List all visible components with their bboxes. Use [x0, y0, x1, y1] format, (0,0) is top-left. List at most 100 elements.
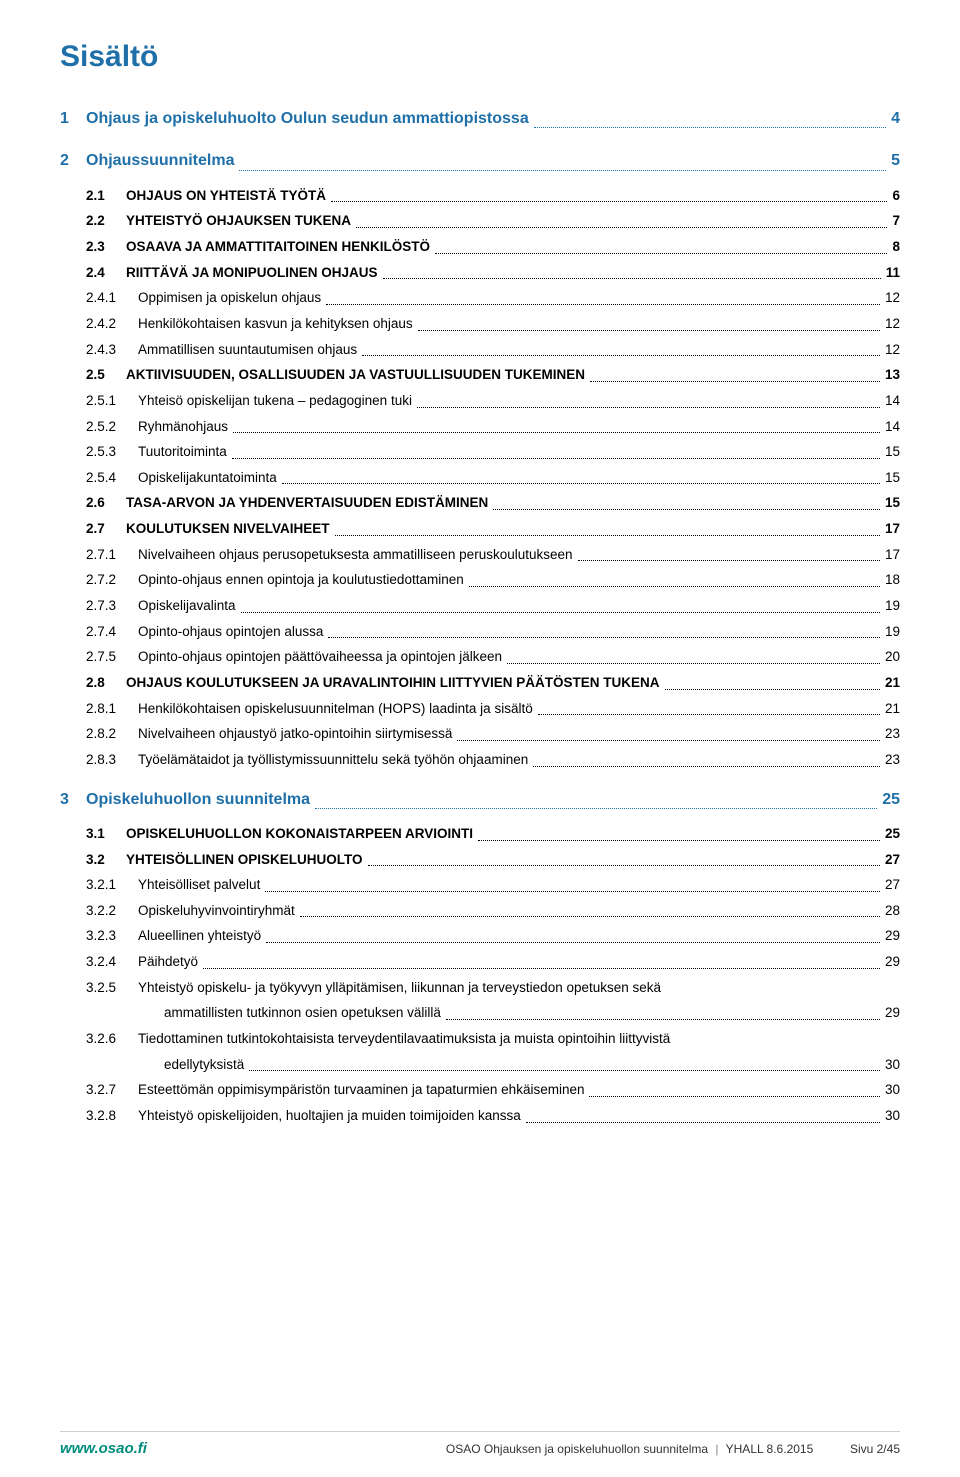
toc-leader	[300, 916, 880, 917]
toc-entry[interactable]: 3.1OPISKELUHUOLLON KOKONAISTARPEEN ARVIO…	[86, 821, 900, 847]
toc-label: 3Opiskeluhuollon suunnitelma	[60, 785, 310, 815]
toc-label: 2.5.1Yhteisö opiskelijan tukena – pedago…	[86, 388, 412, 414]
toc-entry[interactable]: 1Ohjaus ja opiskeluhuolto Oulun seudun a…	[60, 104, 900, 134]
toc-entry[interactable]: 2.4RIITTÄVÄ JA MONIPUOLINEN OHJAUS 11	[86, 260, 900, 286]
toc-page: 11	[886, 260, 900, 286]
toc-leader	[538, 714, 880, 715]
toc-text: YHTEISÖLLINEN OPISKELUHUOLTO	[126, 852, 363, 867]
toc-entry[interactable]: 2.5.3Tuutoritoiminta15	[86, 439, 900, 465]
toc-entry[interactable]: 3.2.8Yhteistyö opiskelijoiden, huoltajie…	[86, 1103, 900, 1129]
toc-text: Tuutoritoiminta	[138, 444, 227, 459]
toc-label: 2.2YHTEISTYÖ OHJAUKSEN TUKENA	[86, 208, 351, 234]
toc-page: 15	[885, 465, 900, 491]
toc-number: 2.5.3	[86, 439, 138, 465]
toc-leader	[239, 170, 886, 171]
toc-text: Yhteistyö opiskelijoiden, huoltajien ja …	[138, 1108, 521, 1123]
toc-label: 2.7.1Nivelvaiheen ohjaus perusopetuksest…	[86, 542, 573, 568]
toc-entry[interactable]: 2.8OHJAUS KOULUTUKSEEN JA URAVALINTOIHIN…	[86, 670, 900, 696]
toc-entry[interactable]: 3.2.3Alueellinen yhteistyö29	[86, 923, 900, 949]
toc-text: KOULUTUKSEN NIVELVAIHEET	[126, 521, 330, 536]
toc-number: 2.7.5	[86, 644, 138, 670]
toc-leader	[315, 808, 877, 809]
toc-number: 3.2.5	[86, 975, 138, 1001]
toc-leader	[383, 278, 881, 279]
toc-label: 3.2YHTEISÖLLINEN OPISKELUHUOLTO	[86, 847, 363, 873]
toc-label: 2.6TASA-ARVON JA YHDENVERTAISUUDEN EDIST…	[86, 490, 488, 516]
toc-entry[interactable]: 2.6TASA-ARVON JA YHDENVERTAISUUDEN EDIST…	[86, 490, 900, 516]
toc-leader	[356, 227, 887, 228]
toc-entry[interactable]: 2.2YHTEISTYÖ OHJAUKSEN TUKENA7	[86, 208, 900, 234]
toc-leader	[534, 127, 886, 128]
toc-entry[interactable]: 2Ohjaussuunnitelma5	[60, 146, 900, 176]
toc-entry[interactable]: 2.8.3Työelämätaidot ja työllistymissuunn…	[86, 747, 900, 773]
toc-entry[interactable]: 2.7.5Opinto-ohjaus opintojen päättövaihe…	[86, 644, 900, 670]
toc-page: 28	[885, 898, 900, 924]
toc-label: 2.4.3Ammatillisen suuntautumisen ohjaus	[86, 337, 357, 363]
toc-entry[interactable]: 3Opiskeluhuollon suunnitelma 25	[60, 785, 900, 815]
toc-label: 2.7KOULUTUKSEN NIVELVAIHEET	[86, 516, 330, 542]
toc-entry[interactable]: 2.5.4Opiskelijakuntatoiminta 15	[86, 465, 900, 491]
toc-page: 19	[885, 593, 900, 619]
toc-entry[interactable]: 3.2.4Päihdetyö29	[86, 949, 900, 975]
toc-page: 21	[885, 696, 900, 722]
toc-entry[interactable]: 3.2.6Tiedottaminen tutkintokohtaisista t…	[86, 1026, 900, 1052]
toc-text: Alueellinen yhteistyö	[138, 928, 261, 943]
toc-text: Opiskelijakuntatoiminta	[138, 470, 277, 485]
toc-label: 2.3OSAAVA JA AMMATTITAITOINEN HENKILÖSTÖ	[86, 234, 430, 260]
toc-page: 29	[885, 949, 900, 975]
toc-entry[interactable]: 3.2.2Opiskeluhyvinvointiryhmät 28	[86, 898, 900, 924]
toc-text: edellytyksistä	[164, 1052, 244, 1078]
toc-number: 2.4	[86, 260, 126, 286]
toc-entry[interactable]: 2.7KOULUTUKSEN NIVELVAIHEET17	[86, 516, 900, 542]
toc-entry-continuation[interactable]: edellytyksistä 30	[86, 1052, 900, 1078]
toc-entry[interactable]: 2.3OSAAVA JA AMMATTITAITOINEN HENKILÖSTÖ…	[86, 234, 900, 260]
toc-entry[interactable]: 2.5.2Ryhmänohjaus14	[86, 414, 900, 440]
toc-number: 2.5.1	[86, 388, 138, 414]
toc-entry[interactable]: 3.2.5Yhteistyö opiskelu- ja työkyvyn yll…	[86, 975, 900, 1001]
toc-entry[interactable]: 2.8.1Henkilökohtaisen opiskelusuunnitelm…	[86, 696, 900, 722]
toc-leader	[665, 689, 880, 690]
toc-text: Nivelvaiheen ohjaus perusopetuksesta amm…	[138, 547, 573, 562]
toc-entry[interactable]: 3.2YHTEISÖLLINEN OPISKELUHUOLTO27	[86, 847, 900, 873]
toc-label: 2.4RIITTÄVÄ JA MONIPUOLINEN OHJAUS	[86, 260, 378, 286]
toc-number: 3.2.4	[86, 949, 138, 975]
toc-leader	[589, 1096, 879, 1097]
toc-entry[interactable]: 2.4.1Oppimisen ja opiskelun ohjaus12	[86, 285, 900, 311]
toc-number: 1	[60, 104, 86, 134]
toc-page: 25	[882, 785, 900, 815]
toc-page: 30	[885, 1052, 900, 1078]
toc-label: 2.5.3Tuutoritoiminta	[86, 439, 227, 465]
toc-entry[interactable]: 2.7.1Nivelvaiheen ohjaus perusopetuksest…	[86, 542, 900, 568]
toc-label: 2.5.2Ryhmänohjaus	[86, 414, 228, 440]
toc-label: 3.2.2Opiskeluhyvinvointiryhmät	[86, 898, 295, 924]
toc-entry[interactable]: 3.2.7Esteettömän oppimisympäristön turva…	[86, 1077, 900, 1103]
toc-entry[interactable]: 2.8.2Nivelvaiheen ohjaustyö jatko-opinto…	[86, 721, 900, 747]
toc-entry[interactable]: 2.5AKTIIVISUUDEN, OSALLISUUDEN JA VASTUU…	[86, 362, 900, 388]
toc-entry[interactable]: 2.7.4Opinto-ohjaus opintojen alussa19	[86, 619, 900, 645]
toc-leader	[335, 535, 880, 536]
toc-leader	[578, 560, 880, 561]
page-title: Sisältö	[60, 40, 900, 74]
toc-page: 20	[885, 644, 900, 670]
toc-entry[interactable]: 2.4.3Ammatillisen suuntautumisen ohjaus1…	[86, 337, 900, 363]
toc-entry[interactable]: 2.7.2Opinto-ohjaus ennen opintoja ja kou…	[86, 567, 900, 593]
toc-entry[interactable]: 3.2.1Yhteisölliset palvelut27	[86, 872, 900, 898]
toc-number: 2.7.2	[86, 567, 138, 593]
toc-entry[interactable]: 2.7.3Opiskelijavalinta 19	[86, 593, 900, 619]
toc-number: 2.5.2	[86, 414, 138, 440]
toc-number: 2.8	[86, 670, 126, 696]
toc-label: 2.4.2Henkilökohtaisen kasvun ja kehityks…	[86, 311, 413, 337]
toc-page: 27	[885, 872, 900, 898]
toc-number: 3	[60, 785, 86, 815]
toc-label: 3.1OPISKELUHUOLLON KOKONAISTARPEEN ARVIO…	[86, 821, 473, 847]
toc-number: 2	[60, 146, 86, 176]
toc-entry[interactable]: 2.4.2Henkilökohtaisen kasvun ja kehityks…	[86, 311, 900, 337]
toc-label: 2.5.4Opiskelijakuntatoiminta	[86, 465, 277, 491]
toc-page: 19	[885, 619, 900, 645]
toc-entry[interactable]: 2.5.1Yhteisö opiskelijan tukena – pedago…	[86, 388, 900, 414]
toc-entry[interactable]: 2.1OHJAUS ON YHTEISTÄ TYÖTÄ6	[86, 183, 900, 209]
toc-text: Henkilökohtaisen opiskelusuunnitelman (H…	[138, 701, 533, 716]
toc-entry-continuation[interactable]: ammatillisten tutkinnon osien opetuksen …	[86, 1000, 900, 1026]
toc-text: Henkilökohtaisen kasvun ja kehityksen oh…	[138, 316, 413, 331]
toc-label: 2.7.3Opiskelijavalinta	[86, 593, 236, 619]
